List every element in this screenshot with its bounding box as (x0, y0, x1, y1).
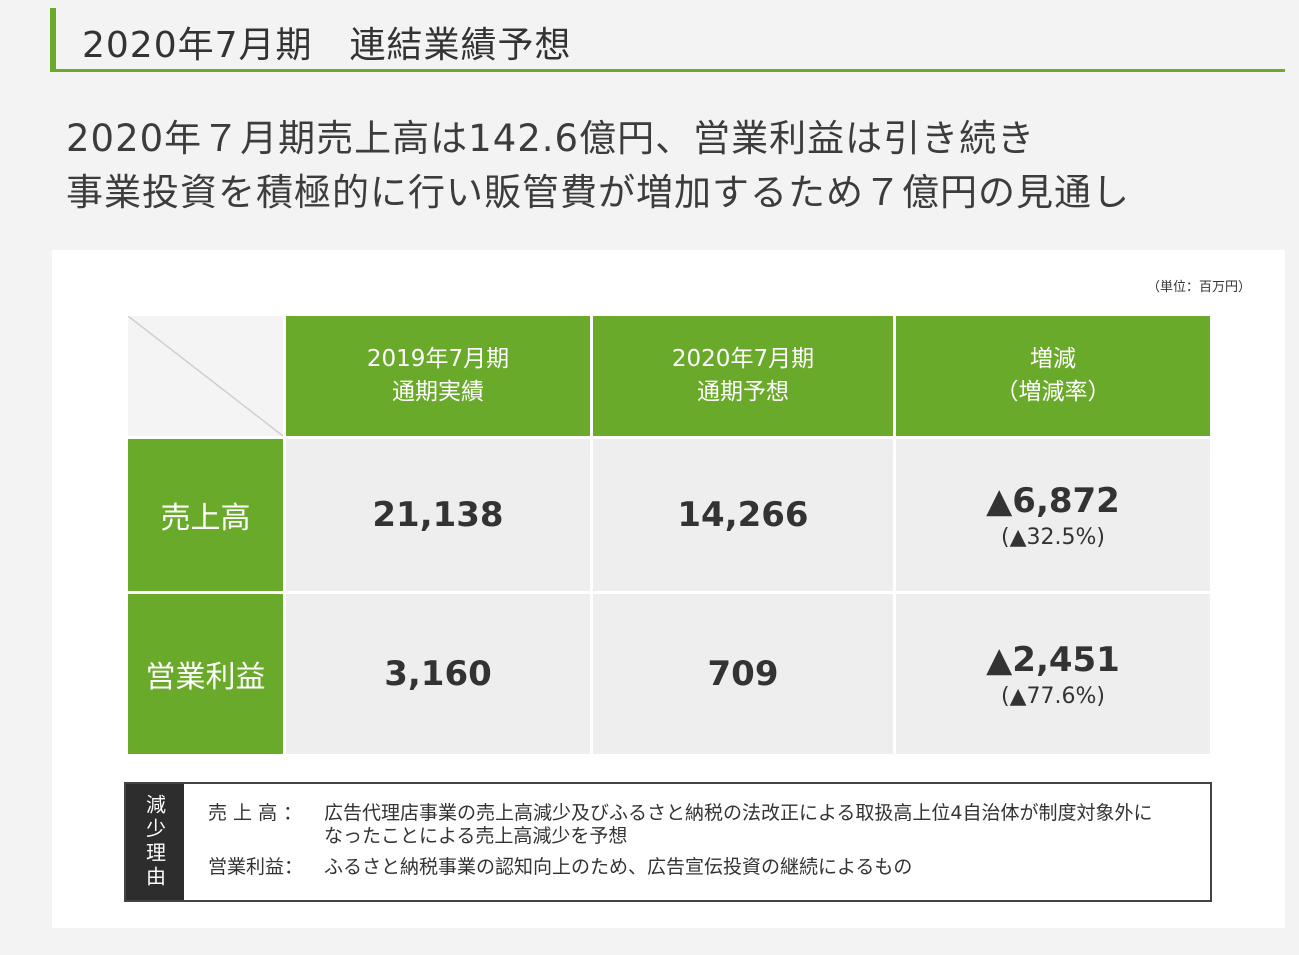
operating-profit-2019-actual: 3,160 (286, 594, 590, 754)
reason-text: ふるさと納税事業の認知向上のため、広告宣伝投資の継続によるもの (324, 856, 913, 878)
table-corner-cell (128, 316, 283, 436)
decrease-reasons-tag-text: 減少理由 (142, 794, 167, 890)
sales-change-cell: ▲6,872 (▲32.5%) (896, 439, 1210, 591)
column-header-line2: 通期実績 (392, 379, 484, 405)
reason-item-operating-profit: 営業利益： ふるさと納税事業の認知向上のため、広告宣伝投資の継続によるもの (208, 856, 1198, 880)
operating-profit-change-cell: ▲2,451 (▲77.6%) (896, 594, 1210, 754)
results-table: 2019年7月期 通期実績 2020年7月期 通期予想 増減 （増減率） 売上高… (125, 313, 1213, 757)
reason-item-sales: 売 上 高 ： 広告代理店事業の売上高減少及びふるさと納税の法改正による取扱高上… (208, 802, 1198, 850)
headline: 2020年７月期売上高は142.6億円、営業利益は引き続き 事業投資を積極的に行… (66, 112, 1266, 220)
column-header-line2: （増減率） (995, 379, 1111, 405)
column-header-line1: 2020年7月期 (671, 346, 815, 372)
column-header-line1: 2019年7月期 (366, 346, 510, 372)
headline-line-2: 事業投資を積極的に行い販管費が増加するため７億円の見通し (66, 171, 1130, 214)
page-title: 2020年7月期 連結業績予想 (82, 25, 572, 66)
table-header-row: 2019年7月期 通期実績 2020年7月期 通期予想 増減 （増減率） (128, 316, 1210, 436)
corner-diagonal-line (128, 316, 283, 436)
column-header-line1: 増減 (1030, 346, 1076, 372)
decrease-reasons-tag: 減少理由 (126, 784, 184, 900)
column-header-2019-actual: 2019年7月期 通期実績 (286, 316, 590, 436)
operating-profit-change-rate: (▲77.6%) (1001, 683, 1105, 709)
column-header-2020-forecast: 2020年7月期 通期予想 (593, 316, 893, 436)
operating-profit-change: ▲2,451 (986, 639, 1120, 680)
page-header: 2020年7月期 連結業績予想 (50, 8, 1285, 72)
row-label-sales: 売上高 (128, 439, 283, 591)
sales-2019-actual: 21,138 (286, 439, 590, 591)
operating-profit-2020-forecast: 709 (593, 594, 893, 754)
headline-line-1: 2020年７月期売上高は142.6億円、営業利益は引き続き (66, 117, 1036, 160)
decrease-reasons-box: 減少理由 売 上 高 ： 広告代理店事業の売上高減少及びふるさと納税の法改正によ… (124, 782, 1212, 902)
column-header-line2: 通期予想 (697, 379, 789, 405)
table-row-sales: 売上高 21,138 14,266 ▲6,872 (▲32.5%) (128, 439, 1210, 591)
reason-text: 広告代理店事業の売上高減少及びふるさと納税の法改正による取扱高上位4自治体が制度… (324, 802, 1153, 847)
table-row-operating-profit: 営業利益 3,160 709 ▲2,451 (▲77.6%) (128, 594, 1210, 754)
sales-change-rate: (▲32.5%) (1001, 524, 1105, 550)
reason-label: 営業利益： (208, 856, 304, 878)
sales-change: ▲6,872 (986, 480, 1120, 521)
row-label-operating-profit: 営業利益 (128, 594, 283, 754)
results-panel: （単位：百万円） 2019年7月期 通期実績 2020年7月期 通期予想 増減 … (52, 250, 1285, 928)
sales-2020-forecast: 14,266 (593, 439, 893, 591)
reason-label: 売 上 高 ： (208, 802, 303, 824)
unit-note: （単位：百万円） (1146, 280, 1251, 295)
column-header-change: 増減 （増減率） (896, 316, 1210, 436)
